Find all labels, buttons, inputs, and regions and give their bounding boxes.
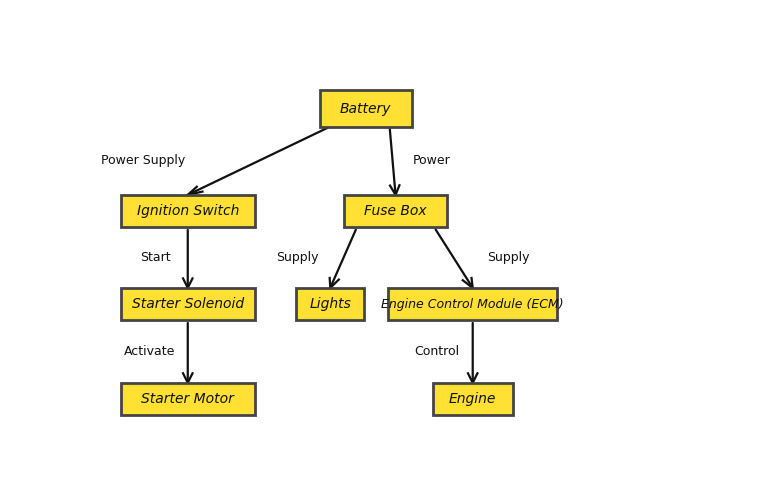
FancyBboxPatch shape [296, 288, 365, 320]
Text: Supply: Supply [487, 251, 529, 264]
Text: Battery: Battery [340, 102, 391, 115]
Text: Fuse Box: Fuse Box [364, 204, 427, 218]
Text: Ignition Switch: Ignition Switch [136, 204, 239, 218]
FancyBboxPatch shape [121, 195, 254, 227]
Text: Activate: Activate [123, 345, 175, 358]
Text: Control: Control [414, 345, 460, 358]
FancyBboxPatch shape [121, 383, 254, 415]
Text: Starter Motor: Starter Motor [142, 392, 234, 406]
Text: Lights: Lights [309, 297, 351, 311]
FancyBboxPatch shape [344, 195, 447, 227]
Text: Supply: Supply [277, 251, 319, 264]
Text: Starter Solenoid: Starter Solenoid [132, 297, 244, 311]
Text: Power: Power [412, 154, 450, 167]
Text: Power Supply: Power Supply [101, 154, 185, 167]
FancyBboxPatch shape [388, 288, 558, 320]
Text: Engine: Engine [449, 392, 496, 406]
Text: Engine Control Module (ECM): Engine Control Module (ECM) [381, 297, 564, 311]
FancyBboxPatch shape [320, 91, 412, 127]
FancyBboxPatch shape [121, 288, 254, 320]
FancyBboxPatch shape [433, 383, 512, 415]
Text: Start: Start [140, 251, 170, 264]
